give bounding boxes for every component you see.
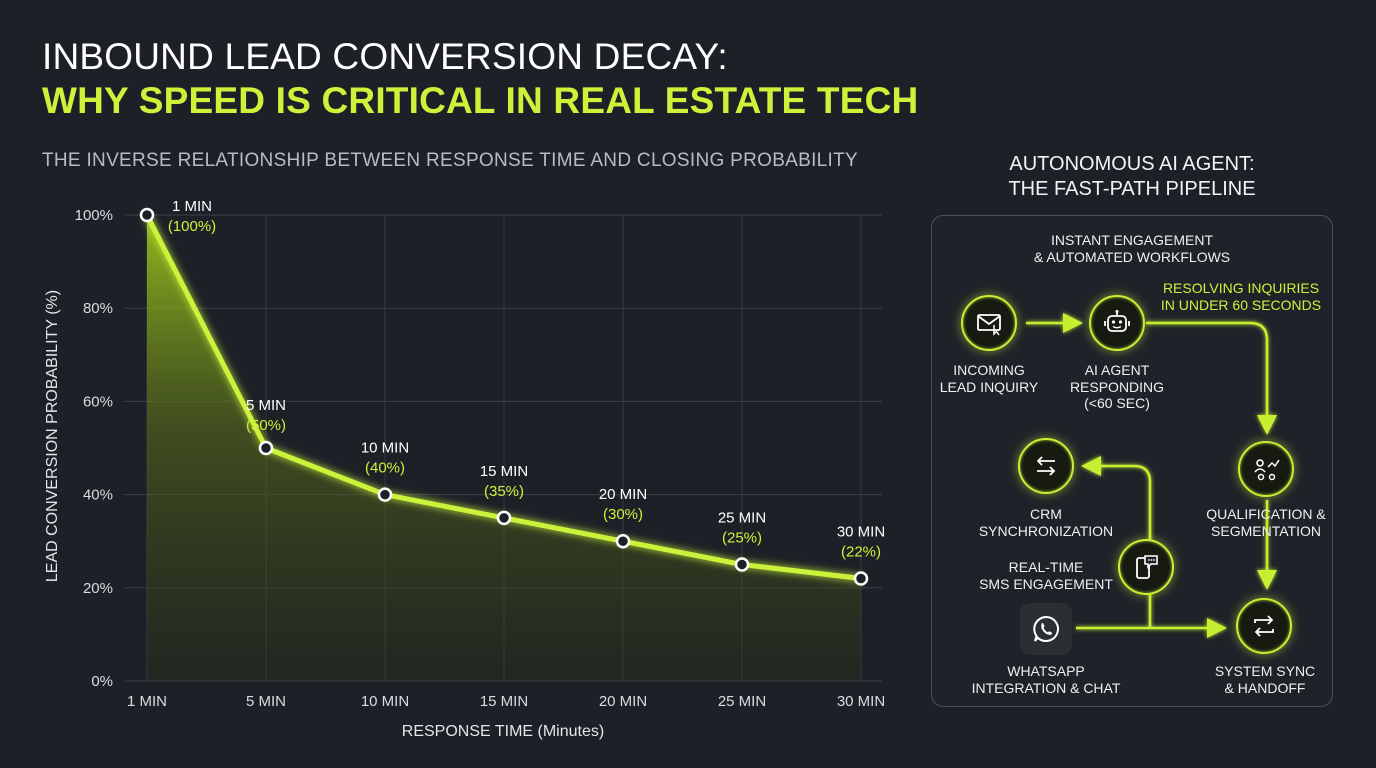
- x-tick-label: 15 MIN: [480, 693, 528, 710]
- data-label-value: (40%): [365, 460, 405, 477]
- system-sync-node: [1236, 598, 1292, 654]
- chart-labels: 1 MIN (100%) 5 MIN (50%) 10 MIN (40%) 15 MIN (3…: [168, 198, 885, 560]
- data-label-time: 1 MIN: [172, 198, 212, 215]
- qualification-node: [1238, 441, 1294, 497]
- system-sync-label: SYSTEM SYNC & HANDOFF: [1200, 663, 1330, 696]
- whatsapp-line1: WHATSAPP: [1007, 663, 1085, 679]
- sync-arrows-icon: [1254, 615, 1274, 637]
- qualification-line2: SEGMENTATION: [1211, 522, 1321, 539]
- sms-label: REAL-TIME SMS ENGAGEMENT: [976, 559, 1116, 592]
- system-sync-line1: SYSTEM SYNC: [1214, 663, 1316, 679]
- ai-agent-node: [1089, 295, 1145, 351]
- ai-agent-line2: RESPONDING: [1069, 378, 1165, 395]
- data-label-value: (22%): [841, 543, 881, 560]
- y-tick-label: 80%: [83, 300, 113, 317]
- data-label-value: (30%): [603, 506, 643, 523]
- ai-agent-line1: AI AGENT: [1084, 362, 1150, 378]
- y-tick-label: 100%: [75, 207, 113, 224]
- x-tick-label: 20 MIN: [599, 693, 647, 710]
- panel-header: INSTANT ENGAGEMENT & AUTOMATED WORKFLOWS: [992, 232, 1272, 265]
- y-tick-label: 60%: [83, 393, 113, 410]
- data-label-value: (50%): [246, 417, 286, 434]
- panel-header-line1: INSTANT ENGAGEMENT: [1050, 232, 1214, 248]
- incoming-line1: INCOMING: [953, 362, 1025, 378]
- ai-agent-line3: (<60 SEC): [1084, 395, 1150, 411]
- speed-note: RESOLVING INQUIRIES IN UNDER 60 SECONDS: [1160, 280, 1322, 313]
- y-axis-title: LEAD CONVERSION PROBABILITY (%): [44, 290, 61, 582]
- data-point: [496, 510, 512, 526]
- page-title-line2: WHY SPEED IS CRITICAL IN REAL ESTATE TEC…: [42, 80, 919, 121]
- panel-title-line1: AUTONOMOUS AI AGENT:: [1009, 153, 1255, 175]
- x-tick-label: 1 MIN: [127, 693, 167, 710]
- qualification-line1: QUALIFICATION &: [1206, 506, 1326, 522]
- panel-header-line2: & AUTOMATED WORKFLOWS: [1033, 248, 1231, 265]
- data-label-time: 5 MIN: [246, 397, 286, 414]
- ai-agent-label: AI AGENT RESPONDING (<60 SEC): [1057, 362, 1177, 412]
- crm-node: [1018, 438, 1074, 494]
- chart-subtitle: THE INVERSE RELATIONSHIP BETWEEN RESPONS…: [42, 150, 859, 171]
- incoming-lead-node: [961, 295, 1017, 351]
- data-point: [377, 487, 393, 502]
- arrow-sms-to-crm: [1081, 456, 1152, 628]
- incoming-lead-label: INCOMING LEAD INQUIRY: [929, 362, 1049, 395]
- whatsapp-icon: [1033, 615, 1059, 642]
- qualification-label: QUALIFICATION & SEGMENTATION: [1200, 506, 1332, 539]
- sms-line1: REAL-TIME: [1008, 559, 1084, 575]
- crm-line2: SYNCHRONIZATION: [978, 522, 1114, 539]
- x-tick-label: 5 MIN: [246, 693, 286, 710]
- series-area-fill: [147, 215, 861, 681]
- y-tick-label: 40%: [83, 487, 113, 504]
- data-label-value: (35%): [484, 483, 524, 500]
- data-label-value: (25%): [722, 530, 762, 547]
- crm-label: CRM SYNCHRONIZATION: [976, 506, 1116, 539]
- sms-node: [1118, 539, 1174, 595]
- sms-line2: SMS ENGAGEMENT: [979, 575, 1113, 592]
- page-title-line1: INBOUND LEAD CONVERSION DECAY:: [42, 36, 728, 77]
- data-label-value: (100%): [168, 218, 216, 235]
- data-point: [734, 557, 750, 572]
- whatsapp-node: [1020, 603, 1072, 655]
- x-axis-title: RESPONSE TIME (Minutes): [402, 723, 604, 740]
- x-tick-label: 10 MIN: [361, 693, 409, 710]
- people-chart-icon: [1254, 459, 1280, 481]
- data-label-time: 15 MIN: [480, 463, 528, 480]
- conversion-chart: 0% 20% 40% 60% 80% 100% 1 MIN 5 MIN 10 MIN 15 MIN…: [44, 198, 885, 740]
- system-sync-line2: & HANDOFF: [1224, 679, 1306, 696]
- chart-area: [147, 215, 861, 681]
- speed-note-line2: IN UNDER 60 SECONDS: [1160, 296, 1322, 313]
- data-point: [258, 440, 274, 456]
- whatsapp-line2: INTEGRATION & CHAT: [971, 679, 1121, 696]
- swap-arrows-icon: [1036, 456, 1056, 476]
- crm-line1: CRM: [1030, 506, 1062, 522]
- data-label-time: 30 MIN: [837, 523, 885, 540]
- data-label-time: 10 MIN: [361, 440, 409, 457]
- data-label-time: 20 MIN: [599, 486, 647, 503]
- whatsapp-label: WHATSAPP INTEGRATION & CHAT: [961, 663, 1131, 696]
- envelope-icon: [977, 314, 1001, 336]
- incoming-line2: LEAD INQUIRY: [939, 378, 1039, 395]
- speed-note-line1: RESOLVING INQUIRIES: [1162, 280, 1320, 296]
- data-point: [853, 571, 869, 586]
- y-tick-label: 0%: [91, 673, 113, 690]
- panel-title-line2: THE FAST-PATH PIPELINE: [1008, 178, 1256, 200]
- data-point: [615, 533, 631, 549]
- data-point: [139, 207, 155, 223]
- x-tick-label: 25 MIN: [718, 693, 766, 710]
- panel-title: AUTONOMOUS AI AGENT: THE FAST-PATH PIPEL…: [932, 152, 1332, 202]
- arrow-agent-to-qualification: [1146, 321, 1277, 435]
- data-label-time: 25 MIN: [718, 510, 766, 527]
- robot-icon: [1104, 310, 1130, 332]
- y-tick-label: 20%: [83, 580, 113, 597]
- phone-chat-icon: [1136, 555, 1158, 579]
- x-tick-label: 30 MIN: [837, 693, 885, 710]
- chart-marks: [139, 207, 869, 586]
